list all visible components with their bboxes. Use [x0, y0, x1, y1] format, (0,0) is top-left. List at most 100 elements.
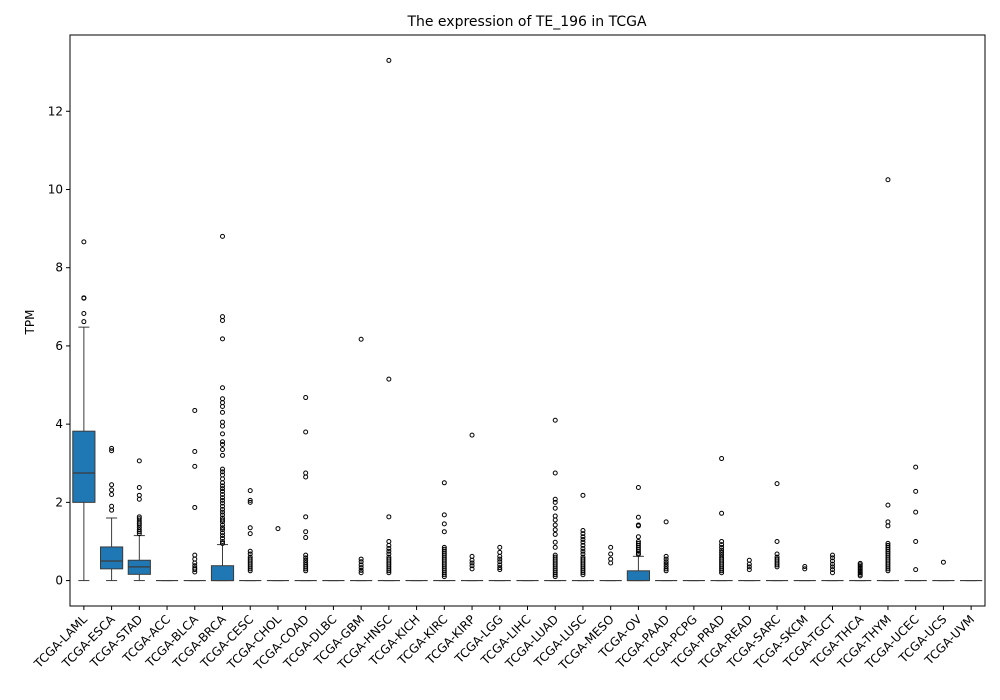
outlier-point [580, 542, 586, 548]
outlier-point [220, 492, 225, 498]
outlier-point [663, 559, 669, 565]
outlier-point [136, 458, 142, 464]
outlier-point [885, 568, 891, 574]
outlier-point [663, 553, 669, 559]
outlier-point [885, 502, 891, 508]
outlier-point [635, 548, 641, 554]
outlier-point [220, 441, 225, 447]
outlier-point [220, 535, 225, 541]
outlier-point [220, 336, 225, 342]
outlier-point [580, 531, 586, 537]
outlier-point [220, 318, 225, 323]
outlier-point [608, 551, 614, 557]
outlier-point [857, 565, 863, 571]
outlier-point [220, 533, 225, 539]
outlier-point [552, 517, 558, 523]
outlier-point [303, 470, 309, 476]
outlier-point [303, 395, 309, 401]
outlier-point [857, 562, 863, 568]
outlier-point [220, 517, 225, 523]
outlier-point [275, 526, 281, 532]
outlier-point [497, 565, 503, 571]
outlier-point [635, 484, 641, 490]
outlier-point [386, 546, 392, 552]
outlier-point [857, 568, 863, 574]
outlier-point [220, 314, 225, 320]
outlier-point [220, 538, 225, 544]
outlier-point [136, 522, 142, 528]
outlier-point [220, 525, 225, 531]
outlier-point [220, 404, 225, 410]
outlier-point [857, 573, 863, 579]
outlier-point [497, 559, 503, 565]
outlier-point [303, 552, 309, 558]
outlier-point [746, 567, 752, 573]
plot-area: 024681012TCGA-LAMLTCGA-ESCATCGA-STADTCGA… [31, 57, 983, 673]
outlier-point [552, 513, 558, 519]
outlier-point [303, 555, 309, 561]
outlier-point [830, 558, 835, 564]
outlier-point [220, 400, 225, 406]
outlier-point [192, 567, 198, 573]
outlier-point [857, 570, 863, 576]
outlier-point [192, 407, 198, 413]
outlier-point [830, 561, 835, 567]
outlier-point [81, 239, 87, 245]
outlier-point [136, 529, 142, 535]
outlier-point [635, 551, 641, 557]
outlier-point [497, 549, 503, 555]
y-tick-label: 8 [55, 261, 63, 275]
outlier-point [386, 514, 392, 520]
outlier-point [220, 469, 225, 475]
outlier-point [469, 553, 475, 559]
outlier-point [386, 568, 392, 574]
plot-frame [69, 34, 986, 607]
outlier-point [719, 570, 725, 576]
outlier-point [719, 544, 725, 550]
chart-title: The expression of TE_196 in TCGA [406, 14, 647, 30]
outlier-point [913, 488, 919, 494]
outlier-point [303, 566, 309, 572]
outlier-point [885, 566, 891, 572]
outlier-point [220, 466, 225, 472]
outlier-point [913, 567, 919, 573]
outlier-point [81, 295, 87, 301]
outlier-point [857, 563, 863, 569]
outlier-point [247, 548, 253, 554]
outlier-point [830, 567, 835, 573]
outlier-point [192, 560, 198, 566]
outlier-point [220, 385, 225, 391]
outlier-point [220, 480, 225, 486]
outlier-point [192, 556, 198, 562]
outlier-point [552, 499, 558, 505]
outlier-point [913, 509, 919, 515]
outlier-point [719, 510, 725, 516]
outlier-point [885, 177, 891, 183]
outlier-point [719, 538, 725, 544]
outlier-point [885, 519, 891, 525]
outlier-point [830, 570, 835, 576]
outlier-point [441, 521, 447, 527]
outlier-point [441, 480, 447, 486]
outlier-point [247, 499, 253, 505]
outlier-point [857, 571, 863, 577]
outlier-point [552, 544, 558, 550]
outlier-point [386, 551, 392, 557]
outlier-point [469, 432, 475, 438]
outlier-point [136, 496, 142, 502]
outlier-point [441, 574, 447, 580]
outlier-point [220, 512, 225, 518]
outlier-point [580, 546, 586, 552]
outlier-point [386, 542, 392, 548]
outlier-point [192, 552, 198, 558]
outlier-point [303, 568, 309, 574]
outlier-point [719, 549, 725, 555]
outlier-point [220, 506, 225, 512]
outlier-point [497, 553, 503, 559]
outlier-point [220, 452, 225, 458]
outlier-point [247, 488, 253, 494]
outlier-point [663, 561, 669, 567]
outlier-point [192, 463, 198, 469]
outlier-point [358, 565, 364, 571]
outlier-point [719, 456, 725, 462]
